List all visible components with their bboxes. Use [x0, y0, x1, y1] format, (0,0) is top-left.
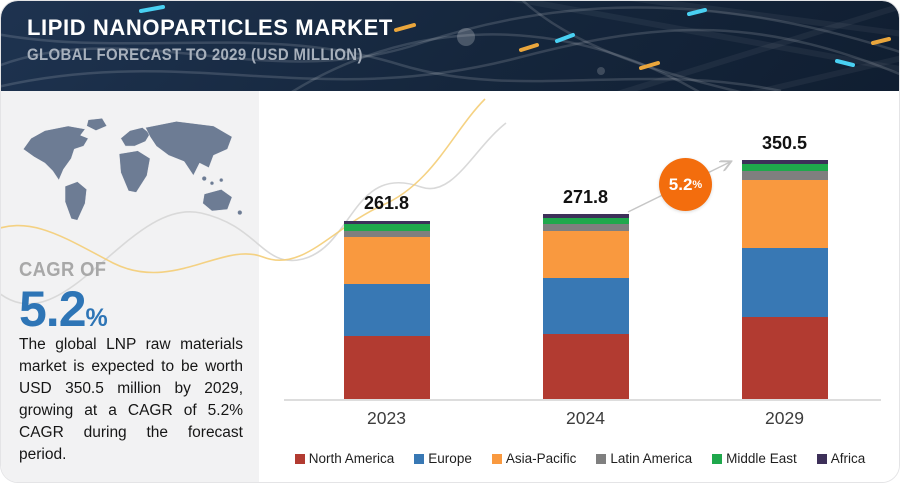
market-summary-text: The global LNP raw materials market is e… [19, 336, 243, 463]
segment-africa-2024 [542, 213, 629, 218]
legend-swatch-africa [816, 453, 827, 464]
legend-swatch-latin-america [596, 453, 607, 464]
legend-swatch-middle-east [712, 453, 723, 464]
legend-swatch-europe [414, 453, 425, 464]
segment-asia-pacific-2023 [343, 237, 430, 285]
segment-middle-east-2024 [542, 217, 629, 225]
x-axis-line [284, 399, 881, 401]
category-label-2029: 2029 [765, 408, 804, 428]
total-label-2029: 350.5 [761, 133, 808, 153]
stacked-bar-chart: 261.8 2023 271.8 2024 350.5 2029 5.2% North A… [259, 91, 899, 482]
legend-swatch-north-america [294, 453, 305, 464]
page-subtitle: GLOBAL FORECAST TO 2029 (USD MILLION) [27, 45, 363, 65]
legend-label-africa: Africa [830, 451, 866, 466]
segment-europe-2029 [741, 248, 828, 318]
cagr-bubble-percent: % [692, 178, 703, 191]
legend-label-europe: Europe [428, 451, 472, 466]
segment-middle-east-2029 [741, 164, 828, 172]
total-label-2024: 271.8 [562, 186, 609, 207]
legend-item-africa: Africa [816, 451, 866, 466]
cagr-number: 5.2 [19, 281, 87, 337]
segment-latin-america-2024 [542, 224, 629, 231]
world-map [22, 117, 243, 221]
category-label-2024: 2024 [566, 408, 605, 428]
chart-legend: North America Europe Asia-Pacific Latin Ame… [259, 451, 899, 466]
bar-2029 [741, 160, 828, 399]
bar-2023 [343, 220, 430, 399]
legend-item-middle-east: Middle East [712, 451, 797, 466]
segment-asia-pacific-2024 [542, 230, 629, 279]
legend-label-north-america: North America [308, 451, 395, 466]
segment-north-america-2024 [542, 334, 629, 399]
legend-label-latin-america: Latin America [610, 451, 693, 466]
total-label-2023: 261.8 [363, 193, 410, 214]
legend-swatch-asia-pacific [491, 453, 502, 464]
legend-label-middle-east: Middle East [726, 451, 797, 466]
legend-item-latin-america: Latin America [596, 451, 692, 466]
segment-europe-2024 [542, 278, 629, 335]
segment-north-america-2029 [741, 317, 828, 399]
content-row: CAGR OF 5.2% The global LNP raw material… [1, 91, 899, 482]
bar-2024 [542, 213, 629, 399]
legend-label-asia-pacific: Asia-Pacific [505, 451, 577, 466]
segment-africa-2029 [741, 160, 828, 165]
segment-north-america-2023 [343, 336, 430, 399]
segment-asia-pacific-2029 [741, 180, 828, 249]
network-decoration [1, 1, 899, 91]
cagr-percent-sign: % [85, 304, 108, 332]
cagr-value: 5.2% [19, 284, 114, 334]
segment-latin-america-2029 [741, 171, 828, 181]
segment-latin-america-2023 [343, 230, 430, 238]
legend-item-asia-pacific: Asia-Pacific [491, 451, 577, 466]
cagr-bubble-value: 5.2 [668, 174, 693, 194]
page-title: LIPID NANOPARTICLES MARKET [27, 15, 393, 40]
sidebar-panel: CAGR OF 5.2% The global LNP raw material… [1, 91, 259, 482]
legend-item-north-america: North America [294, 451, 395, 466]
header-banner: LIPID NANOPARTICLES MARKET GLOBAL FORECA… [1, 1, 899, 91]
category-label-2023: 2023 [367, 408, 406, 428]
cagr-bubble: 5.2% [659, 158, 712, 211]
cagr-label: CAGR OF [19, 259, 107, 281]
segment-europe-2023 [343, 284, 430, 337]
legend-item-europe: Europe [414, 451, 472, 466]
